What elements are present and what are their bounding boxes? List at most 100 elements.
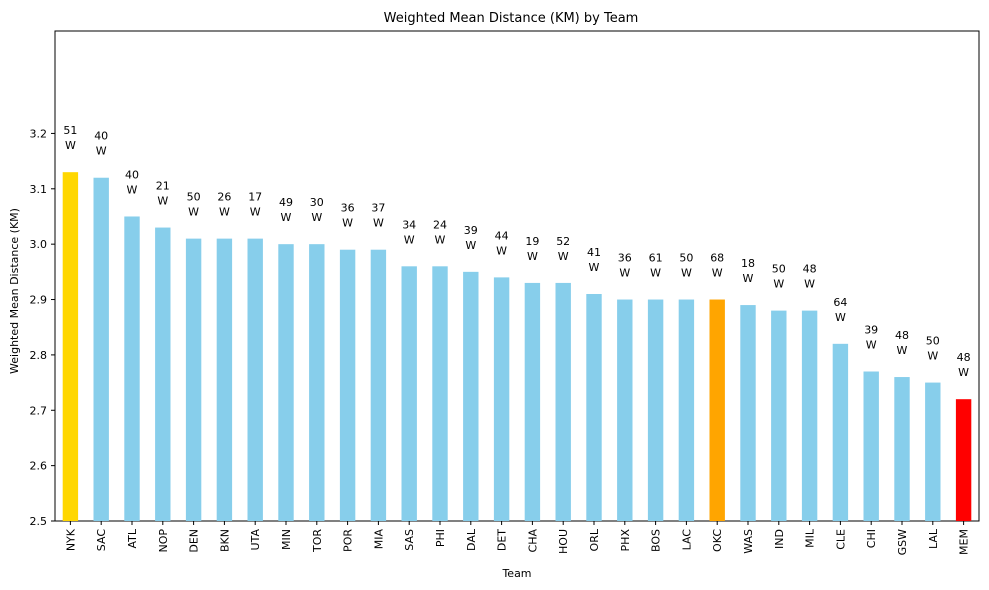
win-count-label: 40: [125, 168, 139, 181]
win-suffix-label: W: [157, 195, 168, 208]
x-tick-label: PHX: [619, 529, 632, 552]
win-count-label: 49: [279, 196, 293, 209]
bar-min: [278, 244, 294, 521]
win-count-label: 64: [833, 296, 847, 309]
win-suffix-label: W: [743, 272, 754, 285]
bar-nyk: [62, 172, 79, 521]
x-tick-label: CHI: [865, 529, 878, 548]
win-count-label: 19: [525, 235, 539, 248]
y-tick-label: 3.0: [30, 238, 48, 251]
win-suffix-label: W: [927, 350, 938, 363]
x-tick-label: SAS: [403, 529, 416, 551]
bar-nop: [155, 227, 171, 522]
bar-dal: [463, 271, 479, 521]
x-axis-label: Team: [501, 567, 531, 580]
win-count-label: 40: [94, 130, 108, 143]
bar-cha: [524, 282, 541, 521]
win-count-label: 61: [649, 252, 663, 265]
bar-atl: [124, 216, 140, 521]
win-suffix-label: W: [219, 206, 230, 219]
plot-frame: [54, 30, 980, 522]
x-tick-label: BKN: [218, 529, 231, 552]
x-tick-label: LAL: [927, 528, 940, 549]
x-tick-label: BOS: [650, 529, 663, 552]
x-tick-label: TOR: [311, 529, 324, 553]
win-count-label: 24: [433, 218, 447, 231]
bar-was: [740, 305, 756, 521]
win-suffix-label: W: [465, 239, 476, 252]
x-tick-label: ORL: [588, 528, 601, 551]
win-suffix-label: W: [866, 339, 877, 352]
y-tick-label: 2.8: [30, 349, 48, 362]
bar-lac: [678, 299, 695, 521]
win-count-label: 68: [710, 252, 724, 265]
bar-sas: [401, 266, 417, 521]
x-tick-label: SAC: [95, 529, 108, 552]
bar-uta: [247, 238, 263, 521]
win-count-label: 36: [341, 202, 355, 215]
win-count-label: 39: [864, 324, 878, 337]
bar-cle: [832, 343, 849, 521]
x-tick-label: LAC: [680, 529, 693, 551]
x-tick-label: MEM: [958, 529, 971, 555]
bar-orl: [586, 293, 602, 521]
win-suffix-label: W: [373, 217, 384, 230]
x-tick-label: IND: [773, 529, 786, 549]
win-suffix-label: W: [127, 183, 138, 196]
bar-okc: [709, 299, 725, 521]
y-tick-label: 2.6: [30, 460, 48, 473]
win-count-label: 50: [187, 191, 201, 204]
win-suffix-label: W: [804, 278, 815, 291]
win-suffix-label: W: [342, 217, 353, 230]
x-tick-label: DET: [496, 529, 509, 551]
y-tick-label: 3.2: [30, 127, 48, 140]
x-tick-label: WAS: [742, 529, 755, 554]
x-tick-label: NYK: [64, 528, 77, 551]
win-suffix-label: W: [589, 261, 600, 274]
bar-phx: [617, 299, 633, 521]
x-tick-label: CLE: [834, 529, 847, 550]
win-suffix-label: W: [65, 139, 76, 152]
bar-bos: [647, 299, 664, 521]
win-count-label: 37: [371, 202, 385, 215]
win-count-label: 26: [217, 191, 231, 204]
bar-ind: [771, 310, 787, 521]
win-count-label: 48: [803, 263, 817, 276]
bar-mia: [370, 249, 387, 521]
plot-area: [54, 30, 980, 522]
x-tick-label: MIN: [280, 529, 293, 550]
x-tick-label: DAL: [465, 528, 478, 551]
x-axis: NYK SAC ATL NOP DEN BKN UTA MIN TOR POR MIA SAS PHI D…: [64, 521, 971, 556]
x-tick-label: GSW: [896, 529, 909, 556]
bar-mil: [801, 310, 818, 521]
win-suffix-label: W: [496, 244, 507, 257]
x-tick-label: NOP: [157, 529, 170, 553]
win-suffix-label: W: [558, 250, 569, 263]
bar-chi: [863, 371, 879, 521]
win-suffix-label: W: [835, 311, 846, 324]
win-count-label: 30: [310, 196, 324, 209]
win-suffix-label: W: [773, 278, 784, 291]
win-suffix-label: W: [404, 233, 415, 246]
win-suffix-label: W: [712, 267, 723, 280]
x-tick-label: MIL: [804, 528, 817, 548]
x-tick-label: POR: [342, 529, 355, 552]
bar-lal: [925, 382, 941, 521]
bar-det: [493, 277, 510, 521]
y-axis-label: Weighted Mean Distance (KM): [8, 208, 21, 374]
win-count-label: 52: [556, 235, 570, 248]
win-suffix-label: W: [281, 211, 292, 224]
bar-den: [185, 238, 202, 521]
x-tick-label: MIA: [372, 529, 385, 550]
x-tick-label: DEN: [188, 529, 201, 553]
bar-tor: [309, 244, 325, 521]
win-suffix-label: W: [435, 233, 446, 246]
bar-bkn: [216, 238, 233, 521]
win-count-label: 36: [618, 252, 632, 265]
win-suffix-label: W: [250, 206, 261, 219]
win-suffix-label: W: [311, 211, 322, 224]
win-count-label: 50: [679, 252, 693, 265]
win-count-label: 21: [156, 180, 170, 193]
win-count-label: 50: [772, 263, 786, 276]
